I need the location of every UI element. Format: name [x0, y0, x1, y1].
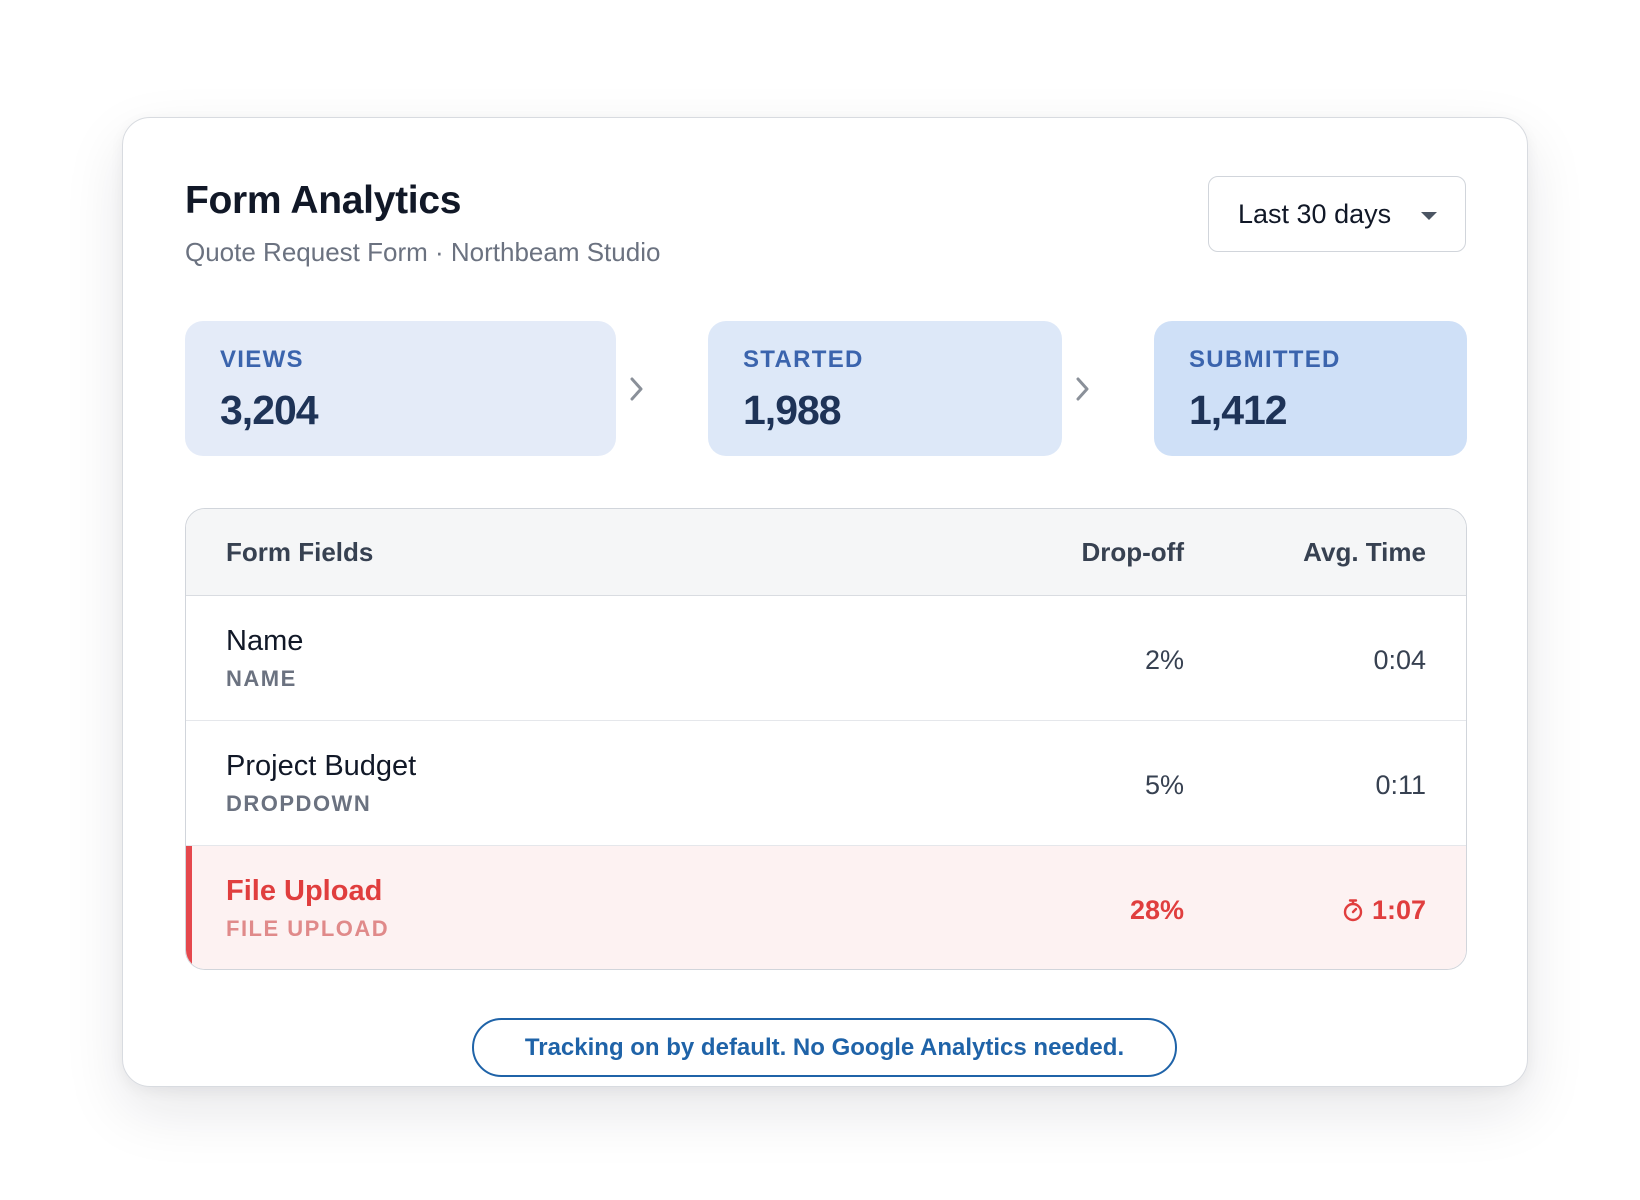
column-header-drop-off: Drop-off: [1081, 537, 1184, 567]
stat-views-label: VIEWS: [220, 346, 304, 373]
table-header: Form Fields Drop-off Avg. Time: [186, 509, 1466, 596]
field-type: DROPDOWN: [226, 791, 372, 816]
stat-submitted: SUBMITTED 1,412: [1154, 321, 1467, 456]
date-range-select[interactable]: Last 30 days: [1208, 176, 1466, 252]
date-range-value: Last 30 days: [1238, 198, 1392, 229]
field-name: Project Budget: [226, 750, 417, 782]
field-drop-off: 5%: [1144, 770, 1184, 800]
alert-accent-bar: [186, 846, 192, 969]
stat-submitted-value: 1,412: [1189, 387, 1288, 433]
page-subtitle: Quote Request Form · Northbeam Studio: [185, 237, 661, 267]
column-header-form-fields: Form Fields: [226, 537, 374, 567]
field-type: FILE UPLOAD: [226, 916, 390, 941]
table-row[interactable]: Name NAME 2% 0:04: [186, 596, 1466, 720]
caret-down-icon: [1421, 212, 1437, 220]
table-row[interactable]: Project Budget DROPDOWN 5% 0:11: [186, 720, 1466, 844]
tracking-notice-badge: Tracking on by default. No Google Analyt…: [472, 1018, 1177, 1077]
page-title: Form Analytics: [185, 179, 462, 222]
stat-views: VIEWS 3,204: [185, 321, 616, 456]
card-header: Form Analytics Quote Request Form · Nort…: [185, 178, 660, 268]
field-type: NAME: [226, 666, 297, 691]
field-avg-time: 1:07: [1342, 894, 1426, 926]
field-name: Name: [226, 625, 304, 657]
field-avg-time: 0:11: [1375, 769, 1426, 801]
stopwatch-icon: [1342, 898, 1364, 922]
form-analytics-card: Form Analytics Quote Request Form · Nort…: [122, 117, 1528, 1087]
stat-views-value: 3,204: [220, 387, 319, 433]
table-row-highlighted[interactable]: File Upload FILE UPLOAD 28% 1:07: [186, 845, 1466, 969]
field-name: File Upload: [226, 875, 383, 907]
form-fields-table: Form Fields Drop-off Avg. Time Name NAME…: [185, 508, 1467, 970]
chevron-right-icon: [626, 374, 648, 404]
field-drop-off: 28%: [1129, 895, 1184, 925]
field-drop-off: 2%: [1144, 645, 1184, 675]
stat-started: STARTED 1,988: [708, 321, 1062, 456]
chevron-right-icon: [1072, 374, 1094, 404]
field-avg-time: 0:04: [1373, 644, 1426, 676]
field-avg-time-value: 0:04: [1373, 645, 1426, 675]
field-avg-time-value: 0:11: [1375, 770, 1426, 800]
column-header-avg-time: Avg. Time: [1303, 537, 1426, 567]
field-avg-time-value: 1:07: [1371, 895, 1426, 925]
stat-submitted-label: SUBMITTED: [1189, 346, 1341, 373]
stat-started-label: STARTED: [743, 346, 864, 373]
stat-started-value: 1,988: [743, 387, 842, 433]
